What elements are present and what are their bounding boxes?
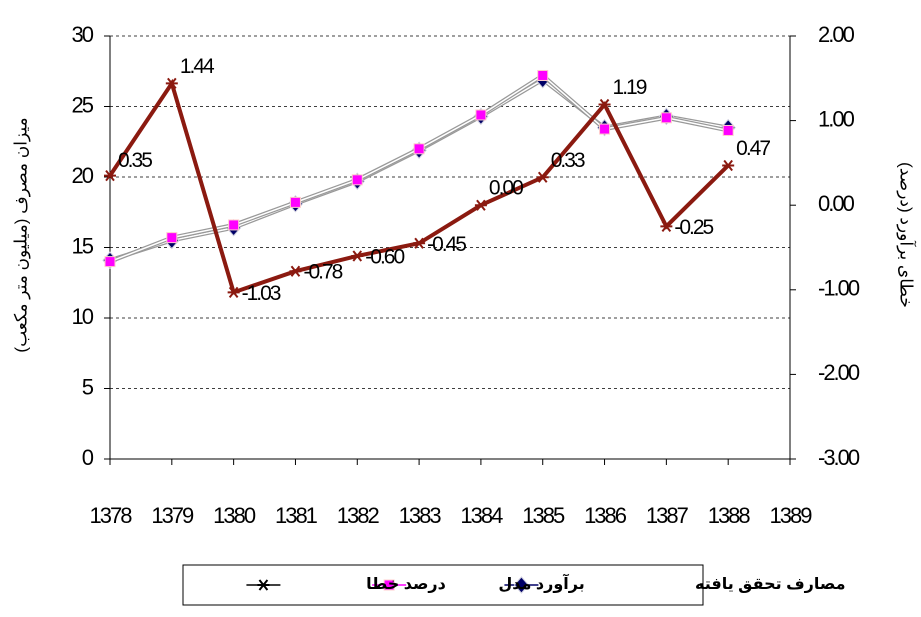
marker	[257, 579, 270, 591]
y2-tick-label: 0.00	[818, 191, 855, 216]
marker	[475, 109, 487, 121]
marker	[413, 143, 425, 155]
y2-axis-label: خطای برآورد (درصد)	[897, 162, 918, 308]
x-tick-label: 1382	[337, 503, 380, 528]
x-tick-label: 1388	[708, 503, 751, 528]
x-tick-label: 1389	[770, 503, 813, 528]
marker	[104, 169, 116, 182]
marker	[474, 199, 487, 211]
y-axis-label: میزان مصرف (میلیون متر مکعب)	[11, 117, 30, 352]
marker	[537, 69, 549, 81]
marker	[513, 576, 530, 594]
y2-tick-label: -1.00	[818, 276, 860, 301]
data-label: -0.25	[674, 216, 713, 239]
y-tick-label: 15	[72, 233, 94, 258]
x-tick-label: 1383	[399, 503, 442, 528]
legend-label: درصد خطا	[366, 576, 446, 593]
marker	[227, 286, 240, 298]
marker	[660, 112, 672, 124]
x-tick-label: 1378	[90, 503, 133, 528]
legend-label: مصارف تحقق یافته	[695, 576, 846, 593]
y-tick-label: 25	[72, 92, 94, 117]
data-label: 1.44	[180, 55, 215, 78]
x-tick-label: 1381	[275, 503, 318, 528]
data-label: 0.47	[736, 137, 770, 160]
marker	[599, 123, 611, 135]
x-tick-label: 1385	[522, 503, 565, 528]
x-tick-label: 1386	[584, 503, 627, 528]
marker	[598, 98, 611, 111]
y-tick-label: 5	[82, 374, 94, 399]
marker	[289, 265, 302, 277]
y-tick-label: 10	[72, 304, 94, 329]
y-tick-label: 20	[72, 163, 94, 188]
series-line	[108, 78, 730, 295]
data-label: -0.78	[303, 261, 342, 284]
marker	[722, 159, 735, 172]
x-tick-label: 1380	[213, 503, 256, 528]
x-tick-label: 1387	[646, 503, 689, 528]
marker	[166, 232, 178, 244]
y-tick-label: 0	[82, 445, 94, 470]
marker	[289, 196, 301, 208]
y2-tick-label: -3.00	[818, 445, 860, 470]
y2-tick-label: 1.00	[818, 106, 855, 131]
data-label: 0.33	[551, 149, 585, 172]
data-label: 0.00	[489, 177, 523, 200]
data-label: -0.45	[427, 233, 466, 256]
marker	[104, 256, 116, 268]
data-label: 0.35	[118, 149, 152, 172]
marker	[351, 250, 364, 262]
x-tick-label: 1379	[151, 503, 194, 528]
data-label: -0.60	[365, 246, 404, 269]
y2-tick-label: 2.00	[818, 22, 855, 47]
x-tick-label: 1384	[460, 503, 503, 528]
legend-label: برآورد مدل	[498, 573, 584, 593]
y2-tick-label: -2.00	[818, 360, 860, 385]
data-label: -1.03	[242, 282, 281, 305]
marker	[165, 77, 178, 90]
data-label: 1.19	[613, 76, 647, 99]
marker	[228, 219, 240, 231]
marker	[660, 220, 673, 232]
marker	[413, 237, 426, 249]
marker	[722, 124, 734, 136]
marker	[536, 171, 549, 183]
marker	[351, 174, 363, 186]
marker	[383, 579, 395, 591]
y-tick-label: 30	[72, 22, 94, 47]
